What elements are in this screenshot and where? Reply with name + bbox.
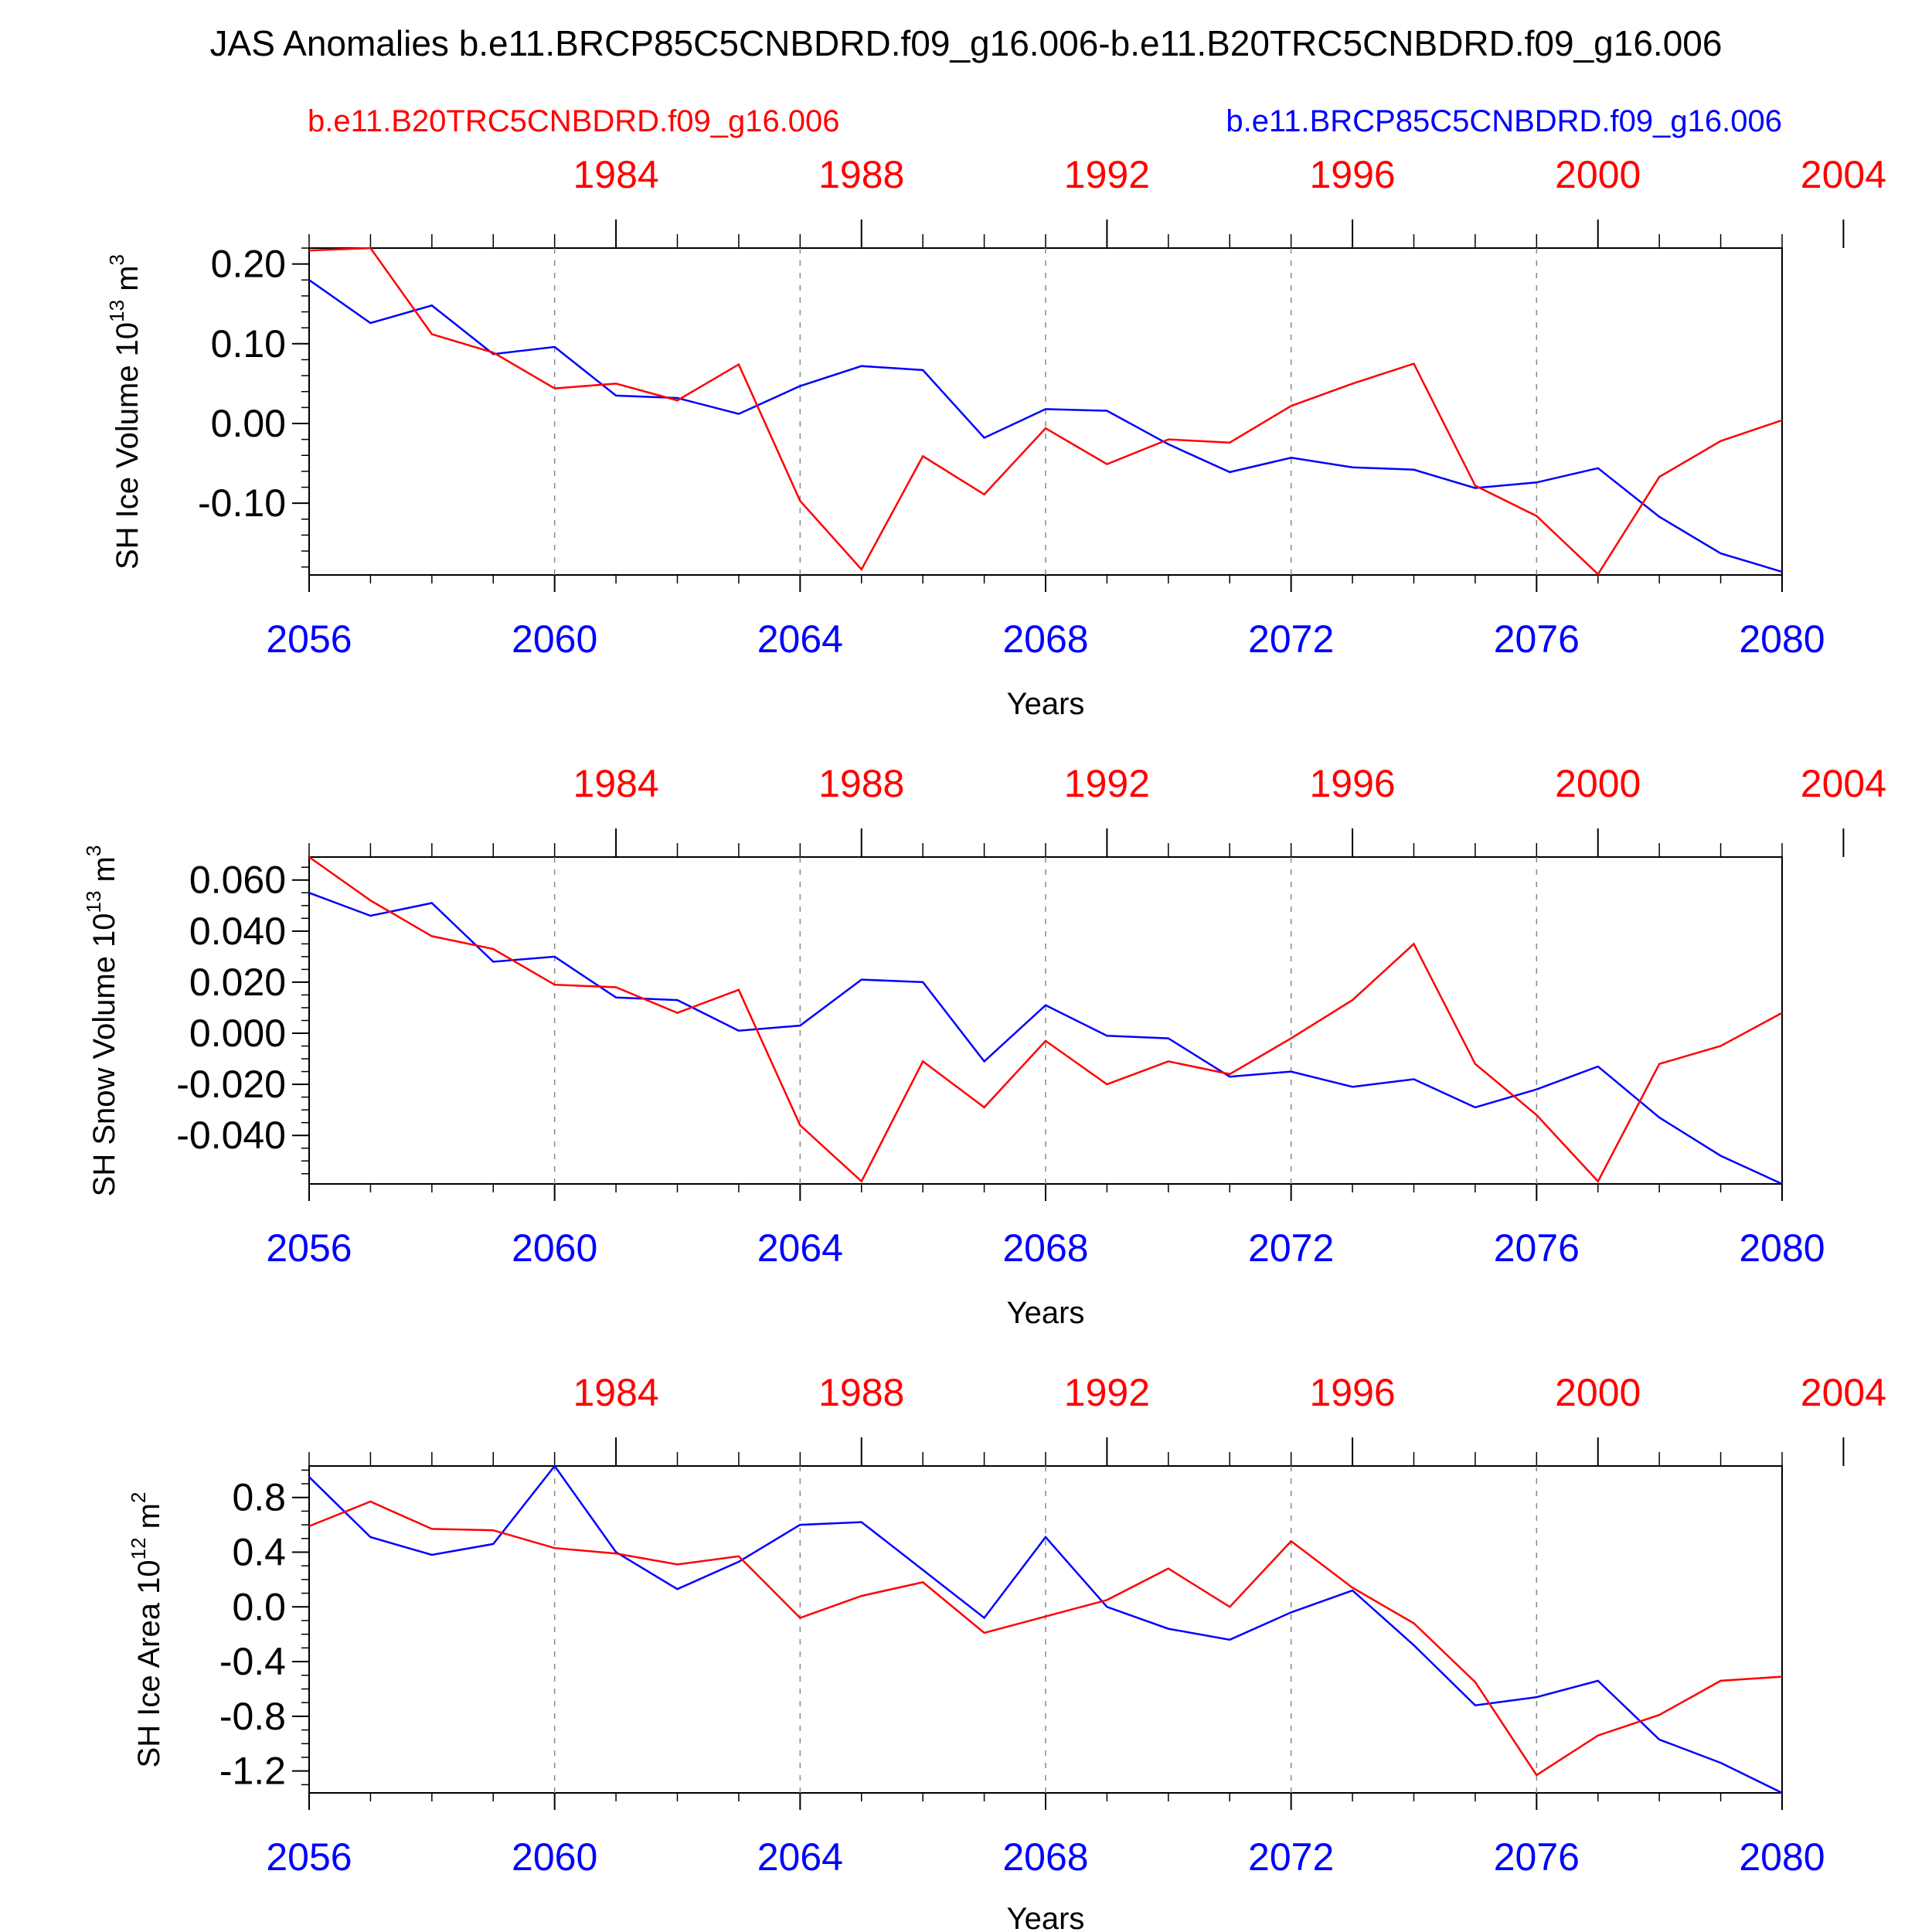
top-tick-label: 1996 [1309,1371,1395,1414]
y-axis-label: SH Ice Area 1012 m2 [127,1492,166,1768]
y-tick-label: -1.2 [219,1750,286,1793]
y-axis-label-text: m [132,1503,166,1537]
y-tick-label: 0.000 [189,1012,286,1055]
top-tick-label: 1988 [818,153,904,196]
y-tick-label: 0.20 [211,243,286,286]
x-tick-label: 2060 [512,1226,597,1270]
top-tick-label: 1984 [573,153,658,196]
x-tick-label: 2076 [1494,617,1580,661]
series-lines [308,1464,1783,1794]
y-axis-label-text: SH Ice Area 10 [132,1560,166,1767]
panel-ice-area: 1984 1988 1992 1996 2000 2004 2056 2060 2064 206… [127,1371,1886,1932]
y-axis-label-exponent: 12 [127,1537,150,1560]
y-axis: -0.10 0.00 0.10 0.20 [198,243,309,568]
x-tick-label: 2064 [757,617,843,661]
legend-hist-run: b.e11.B20TRC5CNBDRD.f09_g16.006 [308,104,840,138]
x-tick-label: 2060 [512,617,597,661]
y-axis-label-text: m [111,265,145,299]
legend-future-run: b.e11.BRCP85C5CNBDRD.f09_g16.006 [1226,104,1782,138]
top-tick-label: 1984 [573,1371,658,1414]
y-tick-label: 0.020 [189,961,286,1004]
y-tick-label: 0.4 [232,1531,286,1574]
x-tick-label: 2080 [1739,1835,1825,1879]
x-axis-label: Years [1007,1902,1085,1932]
x-tick-label: 2080 [1739,1226,1825,1270]
top-tick-label: 2000 [1555,153,1641,196]
y-tick-label: 0.8 [232,1476,286,1519]
y-tick-label: -0.10 [198,481,286,525]
y-tick-label: 0.00 [211,402,286,445]
x-tick-label: 2080 [1739,617,1825,661]
top-tick-label: 2004 [1801,762,1886,805]
top-tick-label: 1988 [818,762,904,805]
grid [553,248,1538,575]
top-tick-label: 1992 [1064,762,1150,805]
y-axis-label-exponent: 2 [127,1492,150,1503]
y-axis-label-exponent: 3 [82,845,105,856]
bottom-axis: 2056 2060 2064 2068 2072 2076 2080 [266,1184,1825,1270]
y-tick-label: 0.10 [211,322,286,366]
y-axis-label-exponent: 3 [105,254,128,265]
series-lines [308,855,1783,1185]
series-lines [308,247,1783,576]
y-axis-label-text: SH Ice Volume 10 [111,322,145,570]
x-tick-label: 2056 [266,617,352,661]
y-axis-label-exponent: 13 [105,300,128,322]
x-tick-label: 2072 [1248,1835,1334,1879]
x-tick-label: 2076 [1494,1835,1580,1879]
top-tick-label: 1992 [1064,1371,1150,1414]
grid [553,857,1538,1184]
bottom-axis: 2056 2060 2064 2068 2072 2076 2080 [266,1793,1825,1879]
x-tick-label: 2076 [1494,1226,1580,1270]
top-tick-label: 1996 [1309,762,1395,805]
x-tick-label: 2064 [757,1835,843,1879]
top-tick-label: 2004 [1801,153,1886,196]
x-tick-label: 2064 [757,1226,843,1270]
panel-snow-volume: 1984 1988 1992 1996 2000 2004 2056 2060 2064 206… [82,762,1886,1330]
y-axis-label: SH Ice Volume 1013 m3 [105,254,145,570]
grid [553,1466,1538,1793]
y-axis-label-text: SH Snow Volume 10 [87,913,121,1196]
top-tick-label: 2000 [1555,762,1641,805]
top-axis: 1984 1988 1992 1996 2000 2004 [308,762,1886,857]
y-tick-label: -0.8 [219,1695,286,1738]
x-tick-label: 2056 [266,1226,352,1270]
y-axis-label: SH Snow Volume 1013 m3 [82,845,121,1197]
x-tick-label: 2068 [1002,617,1088,661]
top-axis: 1984 1988 1992 1996 2000 2004 [308,153,1886,248]
top-tick-label: 1992 [1064,153,1150,196]
y-tick-label: 0.040 [189,910,286,953]
y-tick-label: 0.0 [232,1585,286,1628]
top-axis: 1984 1988 1992 1996 2000 2004 [308,1371,1886,1466]
top-tick-label: 2004 [1801,1371,1886,1414]
y-tick-label: -0.4 [219,1640,286,1683]
y-axis-label-exponent: 13 [82,891,105,913]
x-axis-label: Years [1007,687,1085,721]
chart-title: JAS Anomalies b.e11.BRCP85C5CNBDRD.f09_g… [210,23,1723,63]
x-tick-label: 2060 [512,1835,597,1879]
x-tick-label: 2072 [1248,617,1334,661]
x-tick-label: 2072 [1248,1226,1334,1270]
y-axis: -1.2 -0.8 -0.4 0.0 0.4 0.8 [219,1469,309,1793]
top-tick-label: 2000 [1555,1371,1641,1414]
x-tick-label: 2056 [266,1835,352,1879]
bottom-axis: 2056 2060 2064 2068 2072 2076 2080 [266,575,1825,661]
y-axis: -0.040 -0.020 0.000 0.020 0.040 0.060 [176,859,309,1175]
top-tick-label: 1988 [818,1371,904,1414]
y-tick-label: -0.040 [176,1114,286,1157]
top-tick-label: 1984 [573,762,658,805]
y-tick-label: -0.020 [176,1063,286,1106]
x-axis-label: Years [1007,1296,1085,1330]
top-tick-label: 1996 [1309,153,1395,196]
y-axis-label-text: m [87,856,121,890]
y-tick-label: 0.060 [189,859,286,902]
x-tick-label: 2068 [1002,1226,1088,1270]
panel-ice-volume: 1984 1988 1992 1996 2000 2004 2056 2060 2064 206… [105,153,1886,721]
x-tick-label: 2068 [1002,1835,1088,1879]
